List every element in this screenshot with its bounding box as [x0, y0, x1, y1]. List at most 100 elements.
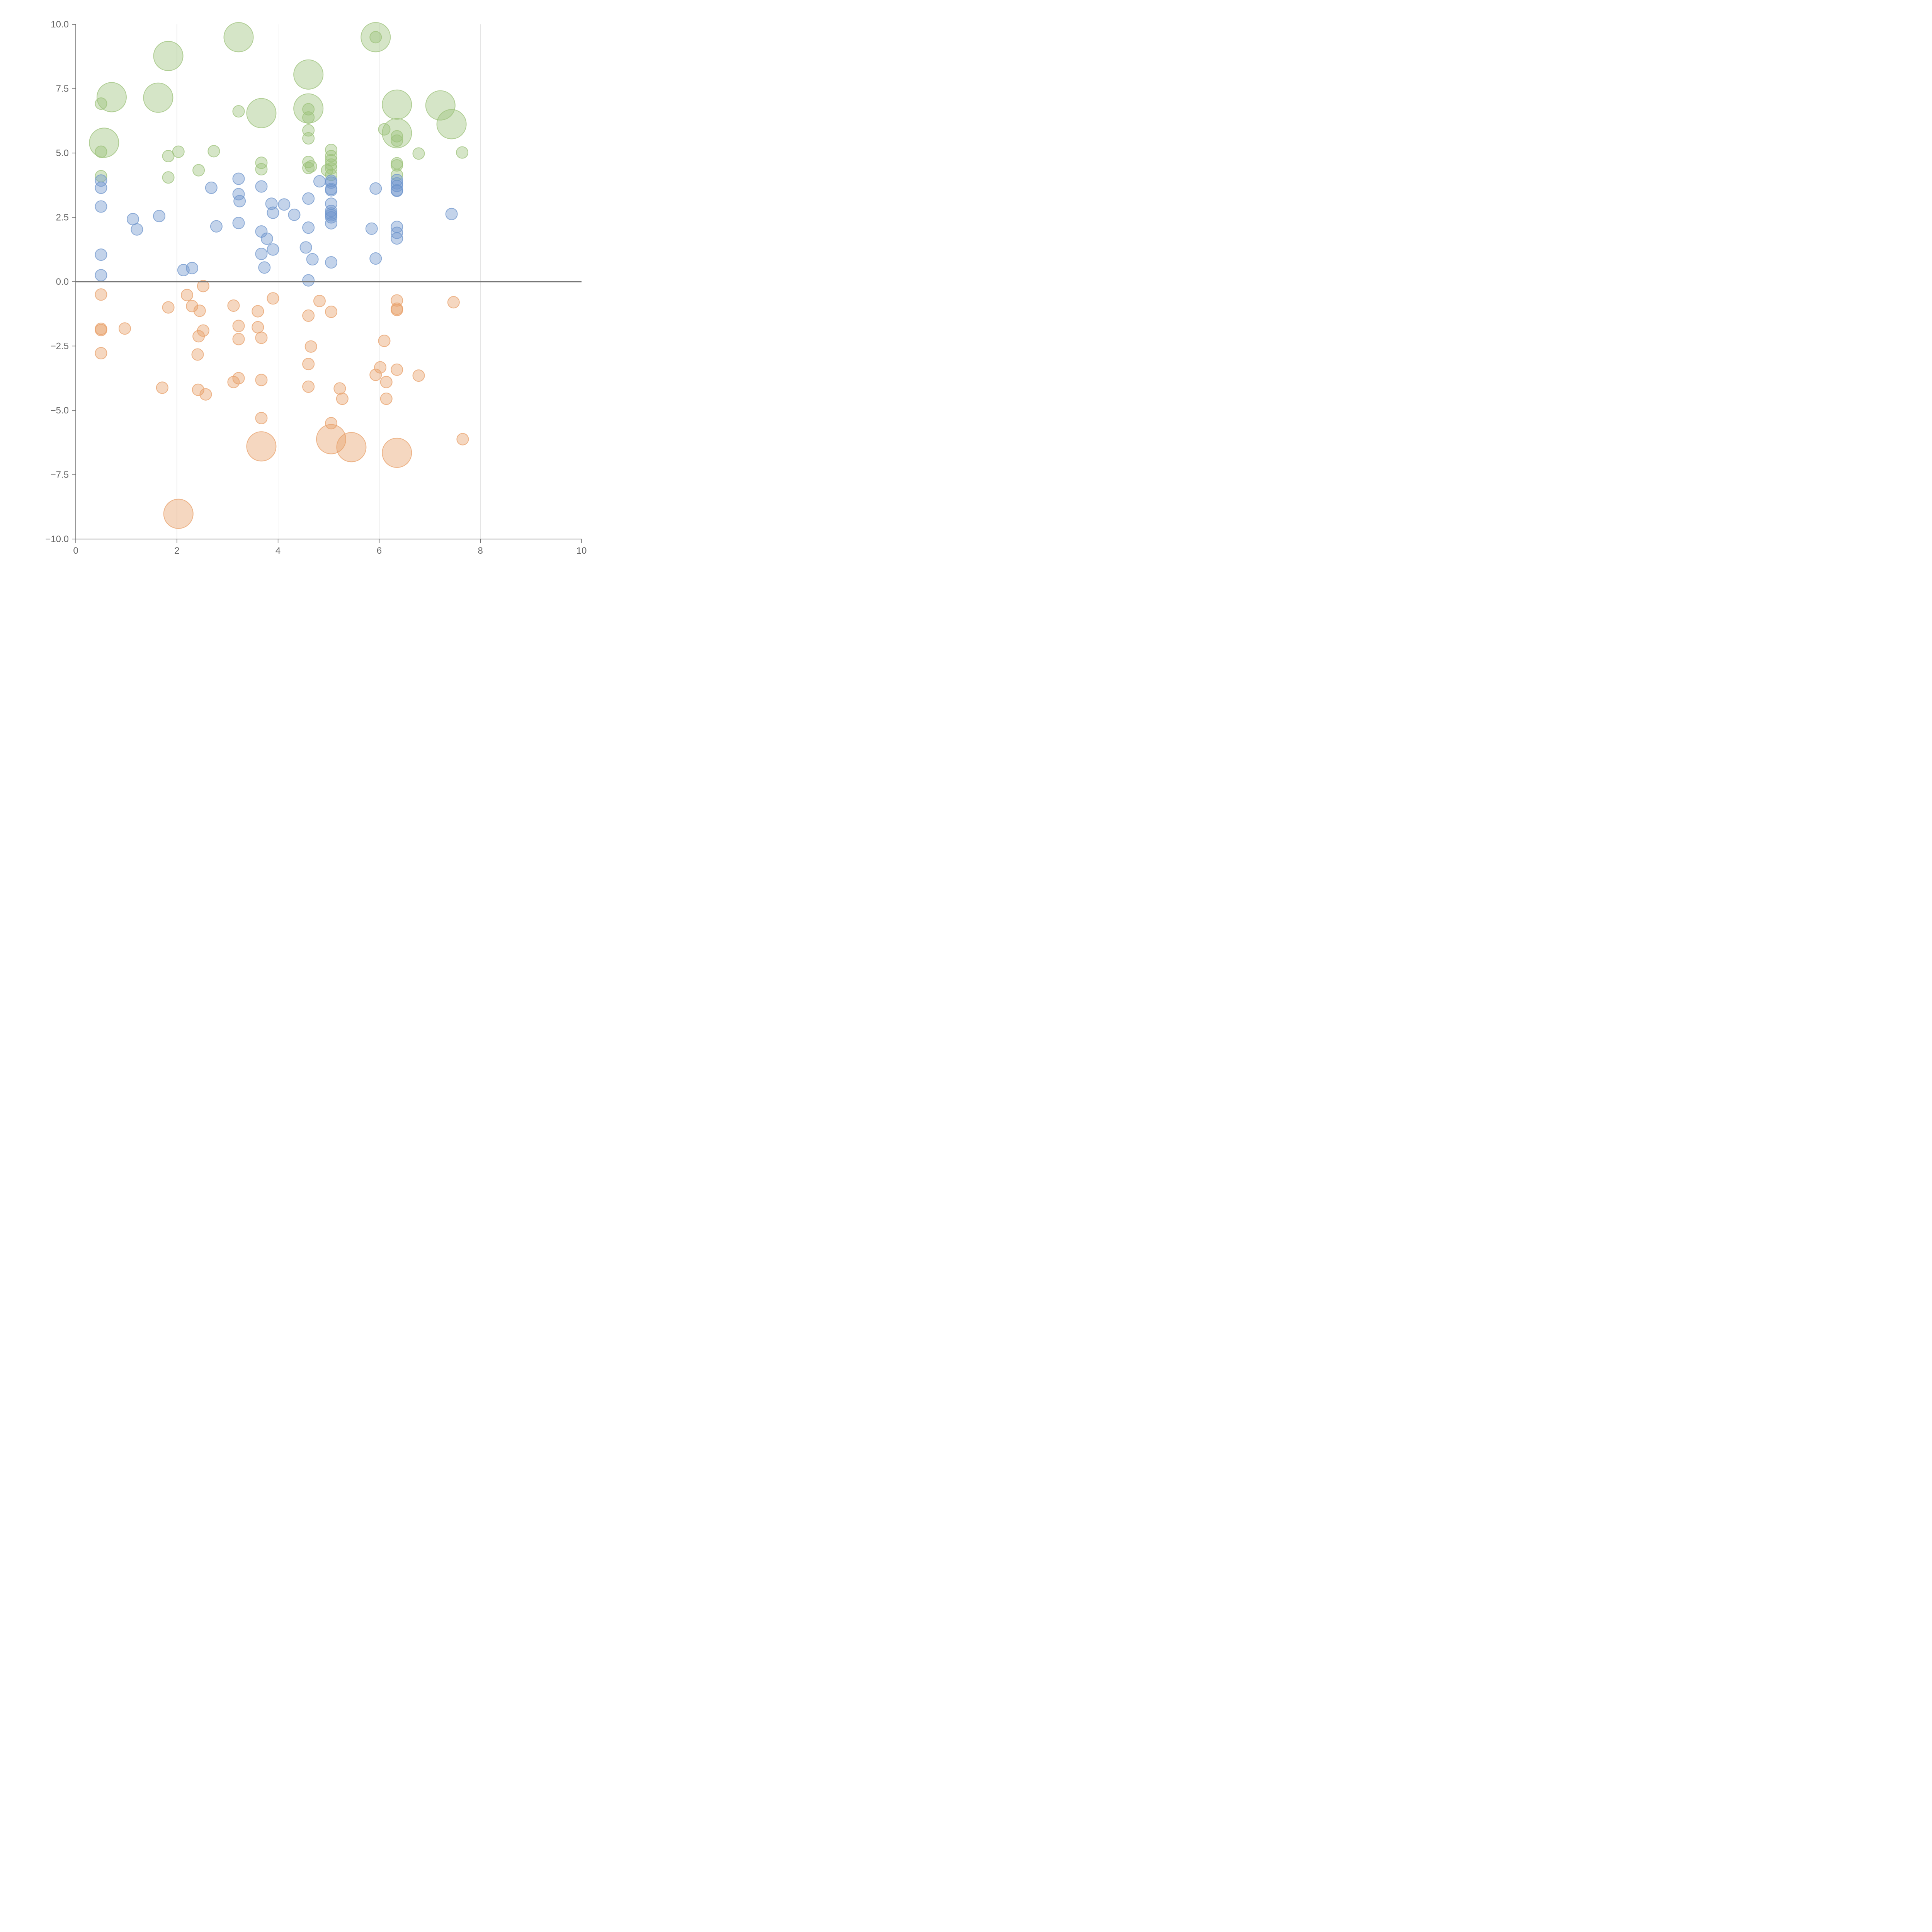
data-point	[210, 220, 223, 233]
data-point	[95, 324, 107, 337]
data-point	[336, 432, 367, 463]
data-point	[369, 182, 382, 195]
data-point	[95, 248, 107, 261]
data-point	[267, 243, 279, 256]
data-point	[126, 213, 139, 226]
data-point	[96, 82, 127, 112]
data-point	[336, 393, 349, 405]
data-point	[267, 292, 279, 305]
data-point	[95, 97, 107, 110]
data-point	[255, 156, 268, 169]
y-tick-label: −5.0	[51, 405, 69, 416]
data-point	[304, 340, 317, 353]
data-point	[205, 181, 218, 194]
data-point	[293, 59, 324, 90]
data-point	[436, 109, 467, 139]
data-point	[391, 363, 403, 376]
data-point	[193, 304, 206, 317]
data-point	[391, 304, 403, 316]
data-point	[95, 200, 107, 213]
data-point	[255, 332, 268, 344]
data-point	[391, 130, 403, 143]
data-point	[265, 197, 278, 210]
y-tick-label: 0.0	[56, 277, 69, 287]
y-tick-label: −10.0	[45, 534, 69, 544]
data-point	[153, 41, 184, 71]
data-point	[412, 369, 425, 382]
data-point	[232, 172, 245, 185]
data-point	[131, 223, 143, 236]
data-point	[162, 171, 175, 184]
data-point	[302, 132, 315, 145]
data-point	[192, 164, 205, 177]
data-point	[313, 294, 326, 307]
data-point	[252, 321, 264, 333]
data-point	[302, 192, 315, 205]
data-point	[369, 369, 382, 381]
data-point	[197, 280, 209, 293]
data-point	[361, 22, 391, 53]
data-point	[391, 184, 403, 197]
data-point	[391, 134, 403, 147]
data-point	[306, 253, 319, 266]
data-point	[380, 376, 393, 388]
data-point	[232, 372, 245, 384]
data-points	[89, 22, 469, 529]
data-point	[288, 208, 301, 221]
data-point	[412, 147, 425, 160]
data-point	[199, 388, 212, 401]
y-tick-label: −7.5	[51, 470, 69, 480]
data-point	[232, 217, 245, 230]
data-point	[302, 162, 315, 174]
data-point	[192, 330, 205, 343]
data-point	[447, 296, 460, 309]
x-tick-label: 2	[174, 546, 179, 556]
y-tick-label: 2.5	[56, 213, 69, 223]
data-point	[378, 335, 391, 347]
data-point	[223, 22, 254, 53]
x-tick-label: 6	[377, 546, 382, 556]
data-point	[299, 241, 312, 254]
data-point	[255, 163, 268, 175]
data-point	[95, 181, 107, 194]
data-point	[456, 146, 469, 159]
data-point	[325, 204, 338, 217]
data-point	[325, 184, 338, 197]
data-point	[232, 333, 245, 345]
data-point	[391, 159, 403, 172]
data-point	[233, 195, 246, 207]
data-point	[382, 89, 412, 120]
data-point	[246, 431, 277, 462]
data-point	[391, 168, 403, 181]
data-point	[95, 288, 107, 301]
data-point	[302, 111, 315, 124]
data-point	[445, 207, 458, 220]
data-point	[89, 128, 119, 158]
data-point	[163, 498, 194, 529]
data-point	[255, 180, 268, 193]
data-point	[380, 393, 393, 405]
data-point	[156, 381, 168, 394]
data-point	[258, 261, 271, 274]
data-point	[267, 206, 279, 219]
y-tick-label: −2.5	[51, 341, 69, 352]
data-point	[391, 232, 403, 245]
x-tick-label: 0	[73, 546, 78, 556]
data-point	[232, 320, 245, 332]
data-point	[227, 376, 240, 388]
data-point	[365, 222, 378, 235]
data-point	[180, 289, 193, 301]
data-point	[325, 217, 338, 230]
data-point	[456, 433, 469, 446]
data-point	[95, 347, 107, 360]
data-point	[255, 374, 268, 386]
data-point	[425, 90, 456, 121]
data-point	[95, 269, 107, 282]
data-point	[95, 145, 107, 158]
data-point	[177, 264, 190, 277]
data-point	[333, 382, 346, 395]
data-point	[325, 305, 338, 318]
y-tick-label: 7.5	[56, 84, 69, 94]
data-point	[207, 145, 220, 158]
data-point	[232, 105, 245, 118]
